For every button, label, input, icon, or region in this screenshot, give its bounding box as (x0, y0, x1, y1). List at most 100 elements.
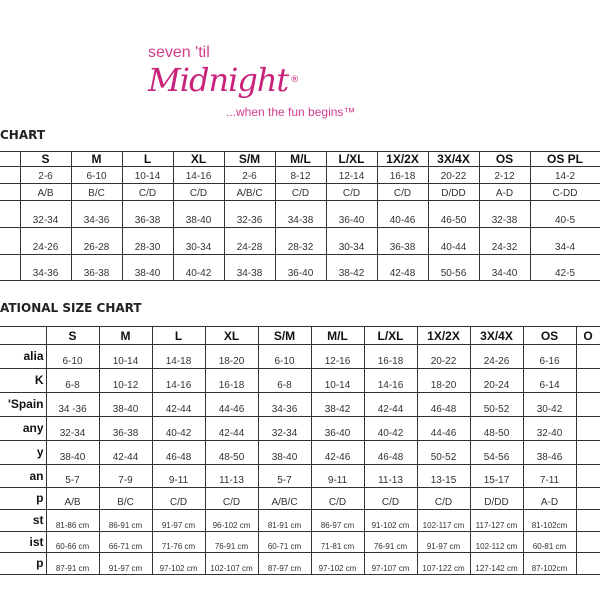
table-cell: 66-71 cm (98, 531, 153, 553)
logo-line2: Midnight (148, 61, 289, 99)
table-cell: 12-14 (325, 166, 378, 184)
table-cell: 38-42 (325, 254, 378, 281)
table-row: alia 6-10 10-14 14-18 18-20 6-10 12-16 16-18 20-… (0, 344, 600, 369)
table-cell: 46-48 (151, 440, 206, 465)
table-row: 'Spain 34 -36 38-40 42-44 44-46 34-36 38-42 42-… (0, 392, 600, 417)
table-cell: 7-11 (522, 464, 577, 488)
table-cell: 14-16 (151, 368, 206, 393)
table-cell: 96-102 cm (204, 509, 259, 532)
table-cell: C/D (204, 487, 259, 510)
table-cell: 127-142 cm (469, 552, 524, 575)
international-chart-title: ATIONAL SIZE CHART (0, 301, 142, 315)
column-header: S (45, 326, 100, 345)
table-cell: 107-122 cm (416, 552, 471, 575)
table-cell: 117-127 cm (469, 509, 524, 532)
table-cell: 34-36 (257, 392, 312, 417)
table-cell: 40-42 (172, 254, 225, 281)
table-cell: 97-102 cm (310, 552, 365, 575)
table-cell: 15-17 (469, 464, 524, 488)
row-label: y (0, 440, 47, 465)
row-label (0, 166, 21, 184)
table-cell: 44-46 (416, 416, 471, 441)
table-cell: 60-71 cm (257, 531, 312, 553)
column-header: OS (478, 151, 531, 167)
table-cell: 87-97 cm (257, 552, 312, 575)
table-cell: 36-40 (310, 416, 365, 441)
table-cell: 36-38 (376, 227, 429, 255)
column-header: M/L (274, 151, 327, 167)
column-header: O (575, 326, 600, 345)
table-cell: 20-24 (469, 368, 524, 393)
table-cell (575, 392, 600, 417)
table-cell: 102-112 cm (469, 531, 524, 553)
table-cell: 87-102cm (522, 552, 577, 575)
row-label: 'Spain (0, 392, 47, 417)
table-cell: 42-44 (98, 440, 153, 465)
table-cell: 76-91 cm (204, 531, 259, 553)
table-cell: 11-13 (363, 464, 418, 488)
table-cell: 34-36 (70, 200, 123, 228)
table-cell: A/B/C (257, 487, 312, 510)
table-cell: 46-50 (427, 200, 480, 228)
table-cell: 34-38 (223, 254, 276, 281)
table-cell: 40-5 (529, 200, 600, 228)
table-cell: 102-107 cm (204, 552, 259, 575)
table-cell (575, 509, 600, 532)
table-cell: 42-44 (204, 416, 259, 441)
table-row: 34-36 36-38 38-40 40-42 34-38 36-40 38-42 42-48… (0, 254, 600, 281)
table-cell: 32-34 (45, 416, 100, 441)
table-cell: C/D (310, 487, 365, 510)
table-cell: 6-8 (45, 368, 100, 393)
table-cell: 16-18 (204, 368, 259, 393)
table-cell: 34-38 (274, 200, 327, 228)
table-cell: 14-16 (363, 368, 418, 393)
table-cell: A-D (522, 487, 577, 510)
row-label: st (0, 509, 47, 532)
column-header: L (121, 151, 174, 167)
table-cell: 40-42 (363, 416, 418, 441)
column-header: L (151, 326, 206, 345)
table-cell: 24-26 (469, 344, 524, 369)
table-cell: A-D (478, 183, 531, 201)
table-cell: 36-40 (274, 254, 327, 281)
row-label: p (0, 552, 47, 575)
table-cell: 24-28 (223, 227, 276, 255)
header-row: S M L XL S/M M/L L/XL 1X/2X 3X/4X OS OS PL (0, 151, 600, 167)
table-cell: 24-26 (19, 227, 72, 255)
column-header: M (70, 151, 123, 167)
table-cell: 87-91 cm (45, 552, 100, 575)
table-cell: 40-44 (427, 227, 480, 255)
column-header: 1X/2X (376, 151, 429, 167)
column-header: L/XL (363, 326, 418, 345)
row-label (0, 183, 21, 201)
column-header: XL (204, 326, 259, 345)
logo-wordmark: Midnight ® (148, 62, 388, 104)
table-cell: 40-46 (376, 200, 429, 228)
table-cell: 26-28 (70, 227, 123, 255)
table-cell: 2-6 (223, 166, 276, 184)
brand-logo: seven 'til Midnight ® ...when the fun beg… (148, 44, 388, 120)
table-cell: D/DD (427, 183, 480, 201)
column-header: M/L (310, 326, 365, 345)
table-cell: 102-117 cm (416, 509, 471, 532)
table-row: 2-6 6-10 10-14 14-16 2-6 8-12 12-14 16-18 20-22 2… (0, 166, 600, 184)
column-header: XL (172, 151, 225, 167)
table-cell: 38-40 (121, 254, 174, 281)
table-cell: 34-4 (529, 227, 600, 255)
table-cell: 6-10 (257, 344, 312, 369)
table-cell: C/D (121, 183, 174, 201)
table-cell: 40-42 (151, 416, 206, 441)
table-cell (575, 368, 600, 393)
row-label (0, 200, 21, 228)
table-cell: C/D (172, 183, 225, 201)
row-label: ist (0, 531, 47, 553)
column-header: S/M (223, 151, 276, 167)
table-cell: C/D (274, 183, 327, 201)
row-label: K (0, 368, 47, 393)
row-label (0, 227, 21, 255)
table-cell: 38-40 (98, 392, 153, 417)
table-cell: 32-34 (19, 200, 72, 228)
table-cell (575, 531, 600, 553)
table-cell: A/B/C (223, 183, 276, 201)
